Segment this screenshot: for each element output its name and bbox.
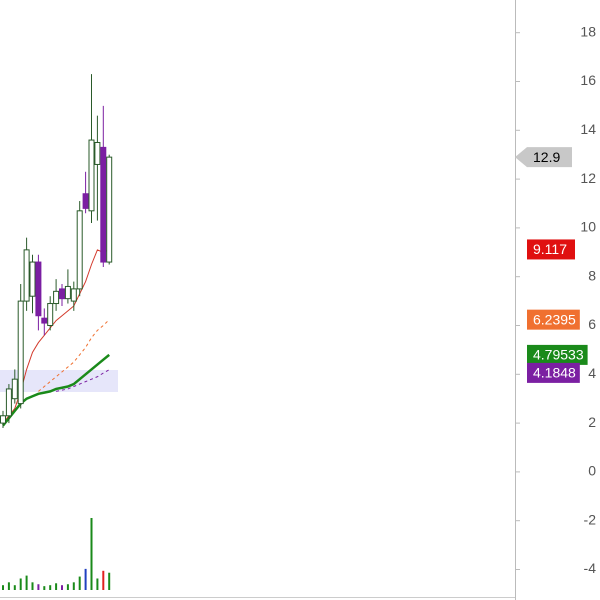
volume-bar [61, 585, 63, 590]
price-tag [527, 239, 575, 260]
candle-body [17, 300, 24, 405]
candle-body [35, 261, 42, 317]
candle-body [47, 303, 54, 326]
price-tag [527, 344, 588, 365]
candle-body [5, 388, 12, 417]
candle-body [29, 261, 36, 297]
y-tick-label: 2 [588, 414, 596, 430]
price-tag-label: 6.2395 [533, 311, 576, 327]
volume-bar [19, 578, 22, 590]
candle-body [76, 210, 83, 290]
candle-body [100, 146, 107, 263]
candle-body [64, 285, 71, 300]
volume-bar [13, 585, 16, 590]
y-tick-label: 6 [588, 316, 596, 332]
candle-body [88, 139, 95, 212]
candle-body [106, 156, 113, 263]
volume-bar [7, 582, 10, 590]
y-tick-label: 8 [588, 267, 596, 283]
volume-bar [49, 585, 52, 590]
price-tag [527, 309, 580, 330]
candle-body [59, 288, 65, 300]
candle-body [82, 193, 89, 209]
candle-body [41, 317, 48, 324]
y-tick-label: 16 [580, 72, 596, 88]
price-tag-label: 4.79533 [533, 347, 584, 363]
volume-bar [102, 570, 105, 590]
volume-bar [78, 576, 81, 590]
ma-line [38, 319, 110, 392]
volume-bar [108, 572, 111, 590]
volume-bar [96, 578, 99, 590]
y-tick-label: 0 [588, 463, 596, 479]
price-tag [515, 147, 572, 168]
volume-bar [31, 582, 34, 590]
volume-bar [55, 583, 58, 590]
y-tick-label: -2 [584, 511, 597, 527]
volume-bar [37, 584, 40, 590]
price-tag-label: 4.1848 [533, 365, 576, 381]
volume-bar [90, 518, 93, 590]
price-tag-label: 12.9 [533, 149, 560, 165]
y-tick-label: 12 [580, 170, 596, 186]
volume-bar [43, 586, 46, 590]
y-tick-label: 10 [580, 219, 596, 235]
volume-bar [84, 568, 87, 590]
candle-body [23, 249, 30, 302]
y-tick-label: 4 [588, 365, 596, 381]
volume-bar [25, 575, 28, 590]
price-tag [527, 362, 580, 383]
candle-body [11, 378, 18, 400]
y-tick-label: 18 [580, 23, 596, 39]
y-tick-label: -4 [584, 560, 597, 576]
volume-bar [2, 585, 4, 590]
candle-body [53, 290, 60, 305]
volume-bar [72, 582, 75, 590]
highlight-zone [0, 370, 118, 392]
candle-body [94, 141, 101, 165]
volume-bar [66, 584, 69, 590]
price-tag-label: 9.117 [533, 241, 567, 257]
y-tick-label: 14 [580, 121, 596, 137]
candle-body [0, 415, 6, 424]
candle-body [70, 288, 77, 302]
